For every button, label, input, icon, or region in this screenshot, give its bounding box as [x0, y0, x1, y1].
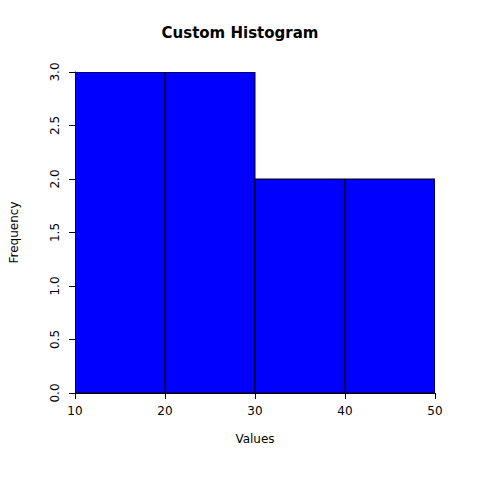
- svg-text:1.5: 1.5: [48, 223, 62, 242]
- svg-text:0.5: 0.5: [48, 330, 62, 349]
- svg-text:40: 40: [337, 404, 352, 418]
- svg-text:3.0: 3.0: [48, 62, 62, 81]
- svg-text:Frequency: Frequency: [7, 202, 21, 264]
- svg-text:50: 50: [427, 404, 442, 418]
- svg-text:1.0: 1.0: [48, 276, 62, 295]
- svg-text:2.5: 2.5: [48, 116, 62, 135]
- svg-text:Custom Histogram: Custom Histogram: [162, 24, 319, 42]
- svg-text:2.0: 2.0: [48, 169, 62, 188]
- svg-text:0.0: 0.0: [48, 383, 62, 402]
- svg-text:30: 30: [247, 404, 262, 418]
- svg-text:20: 20: [157, 404, 172, 418]
- svg-text:Values: Values: [235, 432, 274, 446]
- svg-text:10: 10: [67, 404, 82, 418]
